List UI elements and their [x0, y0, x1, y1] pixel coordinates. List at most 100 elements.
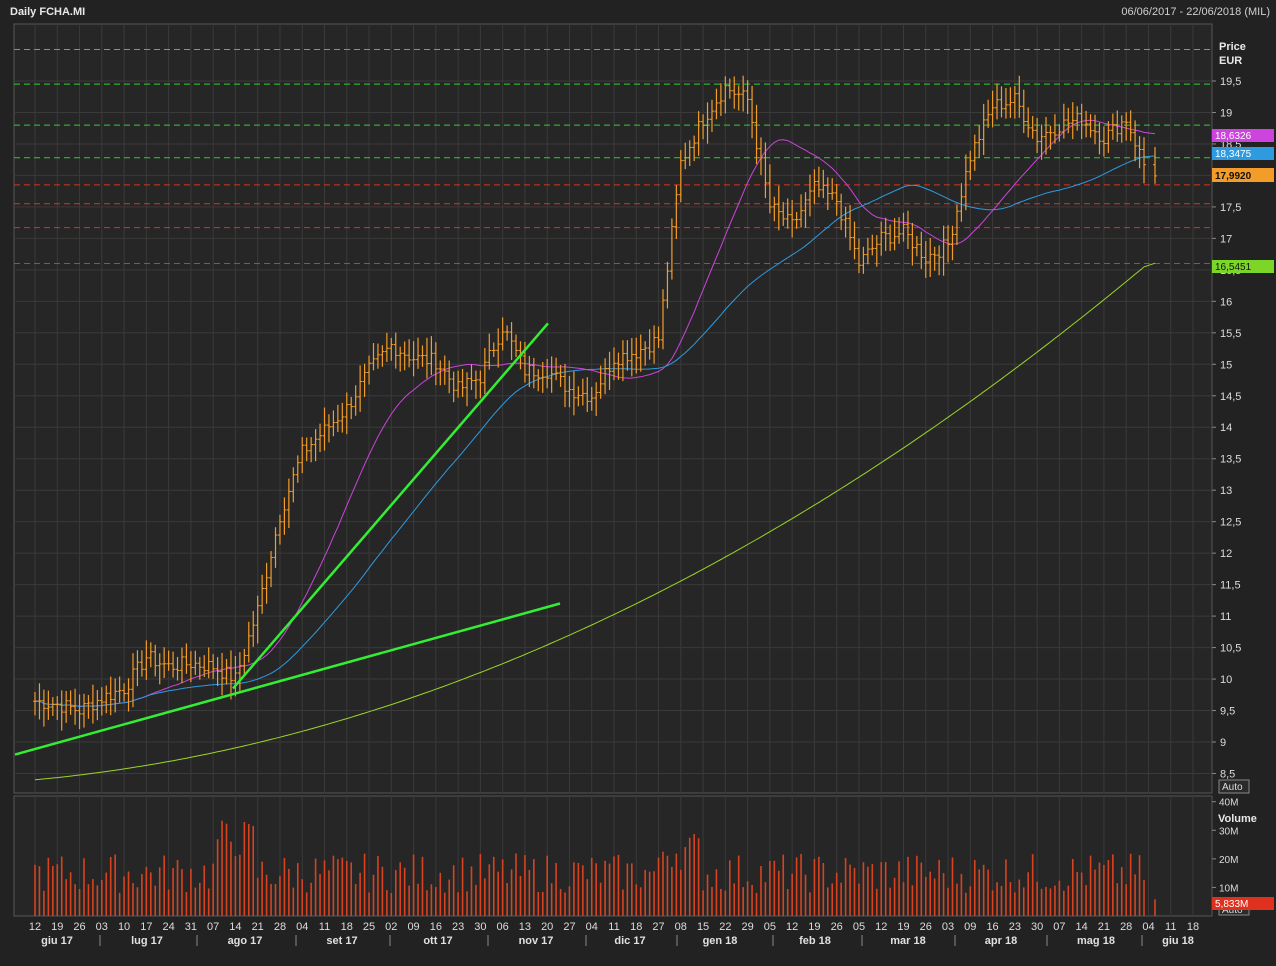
sma-short-badge [1212, 129, 1274, 142]
y-tick-label: 17,5 [1220, 202, 1241, 214]
x-tick-label: 11 [608, 921, 619, 933]
x-month-label: nov 17 [519, 935, 554, 947]
moving-averages [34, 119, 1156, 781]
x-tick-label: 02 [385, 921, 397, 933]
last-price-badge-label: 17,9920 [1215, 171, 1252, 182]
x-tick-label: 16 [986, 921, 998, 933]
x-tick-label: 30 [474, 921, 486, 933]
x-tick-label: 07 [207, 921, 219, 933]
x-month-label: dic 17 [614, 935, 645, 947]
x-tick-label: 07 [1053, 921, 1065, 933]
price-axis-unit: EUR [1219, 55, 1242, 67]
y-tick-label: 9 [1220, 737, 1226, 749]
x-tick-label: 19 [808, 921, 820, 933]
x-tick-label: 28 [274, 921, 286, 933]
y-tick-label: 16 [1220, 296, 1232, 308]
x-tick-label: 05 [764, 921, 776, 933]
x-tick-label: 21 [252, 921, 264, 933]
x-tick-label: 19 [897, 921, 909, 933]
x-tick-label: 13 [519, 921, 531, 933]
x-tick-label: 03 [96, 921, 108, 933]
y-tick-label: 10,5 [1220, 643, 1241, 655]
volume-last-badge-label: 5,833M [1215, 899, 1248, 910]
x-month-label: gen 18 [703, 935, 738, 947]
x-tick-label: 04 [296, 921, 308, 933]
y-tick-label: 8,5 [1220, 768, 1235, 780]
volume-tick-label: 20M [1219, 855, 1238, 866]
y-tick-label: 14 [1220, 422, 1232, 434]
sma-short-badge-label: 18,6326 [1215, 131, 1252, 142]
x-tick-label: 26 [831, 921, 843, 933]
y-tick-label: 19,5 [1220, 76, 1241, 88]
date-range: 06/06/2017 - 22/06/2018 (MIL) [1121, 6, 1270, 18]
sma-long-badge [1212, 260, 1274, 273]
y-tick-label: 12 [1220, 548, 1232, 560]
y-tick-label: 12,5 [1220, 517, 1241, 529]
trendline-steep [232, 322, 549, 690]
x-tick-label: 14 [229, 921, 241, 933]
x-tick-label: 30 [1031, 921, 1043, 933]
x-month-label: lug 17 [131, 935, 163, 947]
y-tick-label: 17 [1220, 233, 1232, 245]
x-tick-label: 09 [964, 921, 976, 933]
sma-short-line [34, 119, 1156, 707]
x-tick-label: 22 [719, 921, 731, 933]
x-tick-label: 16 [430, 921, 442, 933]
x-tick-label: 15 [697, 921, 709, 933]
sma-long-badge-label: 16,5451 [1215, 262, 1252, 273]
x-month-label: apr 18 [985, 935, 1017, 947]
x-tick-label: 03 [942, 921, 954, 933]
x-tick-label: 18 [341, 921, 353, 933]
x-month-label: giu 18 [1162, 935, 1194, 947]
sma-mid-badge-label: 18,3475 [1215, 149, 1252, 160]
x-tick-label: 18 [630, 921, 642, 933]
x-tick-label: 10 [118, 921, 130, 933]
volume-auto-label: Auto [1222, 905, 1243, 916]
x-month-label: giu 17 [41, 935, 73, 947]
sma-mid-line [34, 155, 1156, 707]
x-tick-label: 11 [319, 921, 330, 933]
sma-mid-badge [1212, 147, 1274, 160]
y-tick-label: 13 [1220, 485, 1232, 497]
last-price-badge [1212, 168, 1274, 182]
x-tick-label: 18 [1187, 921, 1199, 933]
price-auto-button[interactable] [1218, 779, 1250, 794]
x-tick-label: 04 [1142, 921, 1154, 933]
x-tick-label: 23 [1009, 921, 1021, 933]
trendline-long [14, 602, 561, 756]
chart-title: Daily FCHA.MI [10, 6, 86, 18]
x-month-label: mag 18 [1077, 935, 1115, 947]
x-tick-label: 20 [541, 921, 553, 933]
x-tick-label: 17 [140, 921, 152, 933]
x-tick-label: 28 [1120, 921, 1132, 933]
x-tick-label: 21 [1098, 921, 1110, 933]
x-tick-label: 12 [29, 921, 41, 933]
volume-last-badge [1212, 897, 1274, 910]
x-month-label: set 17 [326, 935, 357, 947]
x-month-label: ago 17 [228, 935, 263, 947]
y-tick-label: 10 [1220, 674, 1232, 686]
x-tick-label: 08 [675, 921, 687, 933]
volume-tick-label: 30M [1219, 826, 1238, 837]
x-tick-label: 29 [741, 921, 753, 933]
x-tick-label: 12 [786, 921, 798, 933]
x-tick-label: 05 [853, 921, 865, 933]
x-tick-label: 09 [407, 921, 419, 933]
x-tick-label: 19 [51, 921, 63, 933]
y-tick-label: 15 [1220, 359, 1232, 371]
x-tick-label: 31 [185, 921, 197, 933]
trendlines [14, 322, 561, 756]
x-month-label: mar 18 [890, 935, 925, 947]
volume-tick-label: 10M [1219, 883, 1238, 894]
x-tick-label: 06 [497, 921, 509, 933]
x-month-label: feb 18 [799, 935, 831, 947]
y-tick-label: 15,5 [1220, 328, 1241, 340]
x-tick-label: 14 [1076, 921, 1088, 933]
grid [14, 24, 1212, 916]
x-tick-label: 25 [363, 921, 375, 933]
x-tick-label: 27 [563, 921, 575, 933]
y-tick-label: 11 [1220, 611, 1231, 623]
volume-tick-label: 40M [1219, 798, 1238, 809]
x-tick-label: 23 [452, 921, 464, 933]
